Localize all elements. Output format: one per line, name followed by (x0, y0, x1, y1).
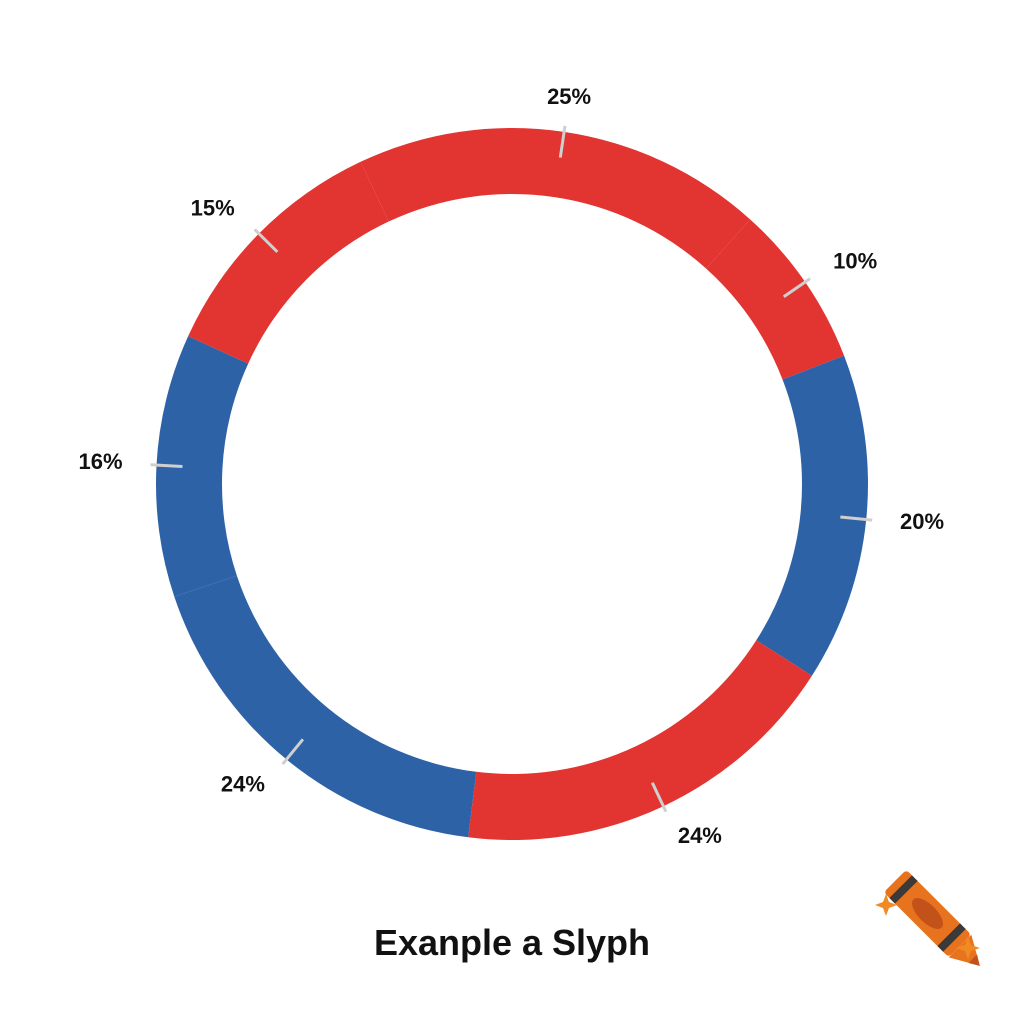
leader-line (840, 515, 873, 522)
sparkle-icon (875, 894, 897, 916)
leader-line (281, 738, 305, 766)
leader-line (782, 277, 811, 299)
slice-label: 25% (547, 84, 591, 109)
donut-slice (156, 336, 249, 597)
sparkle-icon (956, 936, 980, 960)
slice-label: 15% (191, 196, 235, 221)
label-leaders (150, 125, 873, 813)
leader-line (253, 228, 279, 254)
slice-label: 24% (221, 772, 265, 797)
crayon-icon (875, 871, 980, 966)
donut-slice (360, 128, 751, 269)
leader-line (650, 782, 668, 813)
donut-slice (468, 640, 812, 840)
slice-label: 16% (79, 449, 123, 474)
slice-labels: 10% 20% 24% 24% 16% 15% 25% (79, 84, 945, 848)
donut-ring (156, 128, 868, 840)
donut-slice (756, 355, 868, 676)
donut-slice (706, 219, 845, 380)
donut-slice (188, 161, 389, 364)
slice-label: 10% (833, 249, 877, 274)
leader-line (558, 125, 567, 158)
donut-slice (174, 575, 477, 838)
leader-line (150, 463, 183, 468)
chart-caption: Exanple a Slyph (373, 922, 651, 963)
slice-label: 20% (900, 509, 944, 534)
slice-label: 24% (678, 823, 722, 848)
